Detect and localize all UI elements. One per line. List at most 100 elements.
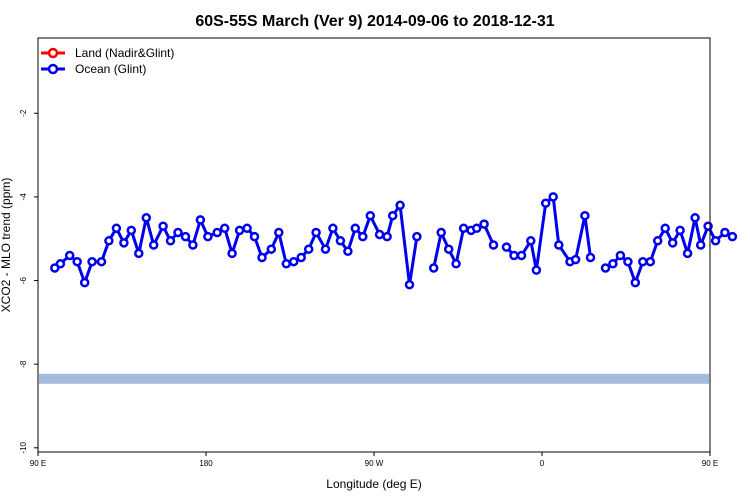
- ocean-data-point: [531, 265, 542, 275]
- ocean-data-point: [690, 213, 700, 223]
- x-tick-label: 90 E: [30, 459, 46, 468]
- ocean-data-point: [443, 244, 454, 254]
- legend: Land (Nadir&Glint) Ocean (Glint): [41, 46, 174, 76]
- ocean-data-point: [249, 231, 260, 242]
- ocean-data-point: [227, 248, 237, 259]
- ocean-data-point: [458, 223, 469, 234]
- y-tick-label: -6: [19, 276, 28, 284]
- ocean-data-point: [296, 252, 306, 263]
- ocean-data-point: [281, 259, 292, 269]
- ocean-data-point: [703, 221, 713, 231]
- ocean-data-point: [79, 277, 90, 288]
- ocean-data-point: [195, 215, 206, 225]
- ocean-data-point: [358, 231, 368, 242]
- ocean-data-point: [158, 221, 168, 231]
- ocean-data-point: [451, 259, 461, 269]
- ocean-data-point: [488, 240, 499, 250]
- ocean-data-point: [203, 231, 213, 242]
- legend-entry-ocean: Ocean (Glint): [41, 62, 146, 76]
- ocean-data-point: [188, 240, 198, 250]
- ocean-data-point: [585, 252, 596, 263]
- y-tick-label: -2: [19, 109, 28, 117]
- ocean-data-point: [652, 236, 663, 246]
- ocean-data-point: [436, 227, 446, 238]
- ocean-data-point: [675, 225, 685, 236]
- ocean-data-point: [288, 256, 299, 267]
- legend-land-label: Land (Nadir&Glint): [75, 46, 174, 60]
- ocean-data-point: [212, 227, 222, 238]
- ocean-data-point: [540, 198, 551, 208]
- legend-land-marker: [47, 47, 59, 59]
- ocean-data-point: [526, 236, 536, 246]
- ocean-data-point: [303, 244, 314, 254]
- ocean-data-point: [608, 259, 618, 269]
- x-tick-label: 0: [540, 459, 545, 468]
- ocean-data-point: [554, 240, 564, 250]
- ocean-data-point: [64, 250, 75, 261]
- ocean-data-point: [242, 223, 252, 234]
- ocean-data-point: [274, 227, 284, 238]
- ocean-data-point: [350, 223, 361, 234]
- ocean-data-point: [623, 256, 633, 267]
- y-tick-label: -10: [19, 441, 28, 453]
- ocean-data-point: [471, 223, 482, 234]
- ocean-data-point: [343, 246, 353, 257]
- x-tick-label: 90 E: [702, 459, 718, 468]
- ocean-data-point: [55, 259, 66, 269]
- ocean-data-point: [428, 263, 439, 273]
- ocean-data-point: [509, 250, 519, 261]
- y-tick-label: -8: [19, 360, 28, 368]
- band-layer: [39, 373, 709, 384]
- x-tick-label: 90 W: [365, 459, 384, 468]
- ocean-data-point: [660, 223, 670, 234]
- ocean-data-point: [173, 227, 183, 238]
- x-axis-label: Longitude (deg E): [326, 477, 421, 491]
- y-axis-label: XCO2 - MLO trend (ppm): [0, 178, 13, 313]
- ocean-data-point: [87, 256, 97, 267]
- ocean-data-point: [382, 231, 392, 242]
- ocean-data-point: [96, 256, 107, 267]
- chart-title: 60S-55S March (Ver 9) 2014-09-06 to 2018…: [195, 13, 554, 30]
- ocean-data-point: [638, 256, 648, 267]
- ocean-data-point: [335, 236, 346, 246]
- ocean-data-point: [180, 231, 191, 242]
- ocean-data-point: [479, 219, 489, 229]
- ocean-data-point: [134, 248, 144, 259]
- ocean-data-point: [501, 242, 512, 252]
- ocean-data-point: [104, 236, 114, 246]
- ocean-data-point: [600, 263, 611, 273]
- ocean-data-point: [570, 254, 581, 265]
- ocean-data-point: [404, 279, 415, 290]
- ocean-data-point: [257, 252, 267, 263]
- ocean-data-point: [365, 210, 376, 221]
- ocean-data-point: [727, 231, 738, 242]
- ocean-data-point: [141, 213, 152, 223]
- ocean-data-point: [320, 244, 331, 254]
- series-layer: [50, 192, 738, 290]
- ocean-data-point: [667, 238, 678, 248]
- ocean-data-point: [548, 192, 558, 202]
- ocean-data-point: [395, 200, 405, 211]
- ocean-data-point: [219, 223, 230, 234]
- ocean-data-point: [119, 238, 129, 248]
- ocean-data-point: [682, 248, 693, 259]
- ocean-data-point: [72, 256, 82, 267]
- ocean-data-point: [580, 210, 590, 221]
- ocean-data-point: [615, 250, 626, 261]
- ocean-data-point: [412, 231, 422, 242]
- ocean-data-point: [111, 223, 122, 234]
- ocean-data-point: [374, 229, 385, 240]
- ocean-data-point: [695, 240, 706, 250]
- ocean-data-point: [630, 277, 641, 288]
- legend-ocean-label: Ocean (Glint): [75, 62, 146, 76]
- y-axis-ticks: -2 -4 -6 -8 -10: [19, 109, 38, 454]
- ocean-data-point: [516, 250, 527, 261]
- y-tick-label: -4: [19, 193, 28, 201]
- ocean-data-point: [328, 223, 338, 234]
- ocean-data-point: [148, 240, 159, 250]
- ocean-data-point: [645, 256, 656, 267]
- legend-ocean-marker: [47, 63, 59, 75]
- ocean-data-point: [720, 227, 730, 238]
